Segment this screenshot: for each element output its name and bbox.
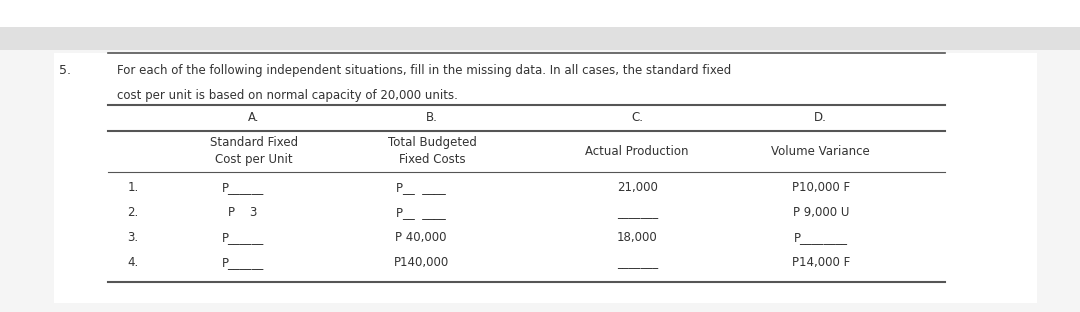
Text: P    3: P 3 [228, 206, 258, 219]
Text: A.: A. [248, 111, 259, 124]
Text: P______: P______ [221, 231, 265, 244]
Text: 21,000: 21,000 [617, 181, 658, 194]
Text: P 9,000 U: P 9,000 U [793, 206, 849, 219]
Text: Actual Production: Actual Production [585, 145, 689, 158]
Text: P140,000: P140,000 [393, 256, 449, 269]
Text: P__  ____: P__ ____ [396, 206, 446, 219]
Text: P10,000 F: P10,000 F [792, 181, 850, 194]
Text: B.: B. [427, 111, 437, 124]
Text: _______: _______ [617, 256, 658, 269]
Text: 3.: 3. [127, 231, 138, 244]
Text: 5.: 5. [59, 64, 71, 77]
Text: C.: C. [631, 111, 644, 124]
Text: For each of the following independent situations, fill in the missing data. In a: For each of the following independent si… [117, 64, 731, 77]
Text: D.: D. [814, 111, 827, 124]
Text: P 40,000: P 40,000 [395, 231, 447, 244]
Text: 18,000: 18,000 [617, 231, 658, 244]
Text: 4.: 4. [127, 256, 138, 269]
Text: _______: _______ [617, 206, 658, 219]
Text: Standard Fixed
Cost per Unit: Standard Fixed Cost per Unit [210, 136, 298, 166]
Text: P__  ____: P__ ____ [396, 181, 446, 194]
Text: P______: P______ [221, 181, 265, 194]
Text: 2.: 2. [127, 206, 138, 219]
Text: P______: P______ [221, 256, 265, 269]
Text: Volume Variance: Volume Variance [771, 145, 870, 158]
Text: 1.: 1. [127, 181, 138, 194]
Text: cost per unit is based on normal capacity of 20,000 units.: cost per unit is based on normal capacit… [117, 89, 458, 102]
Text: P________: P________ [794, 231, 848, 244]
Text: P14,000 F: P14,000 F [792, 256, 850, 269]
Text: Total Budgeted
Fixed Costs: Total Budgeted Fixed Costs [388, 136, 476, 166]
